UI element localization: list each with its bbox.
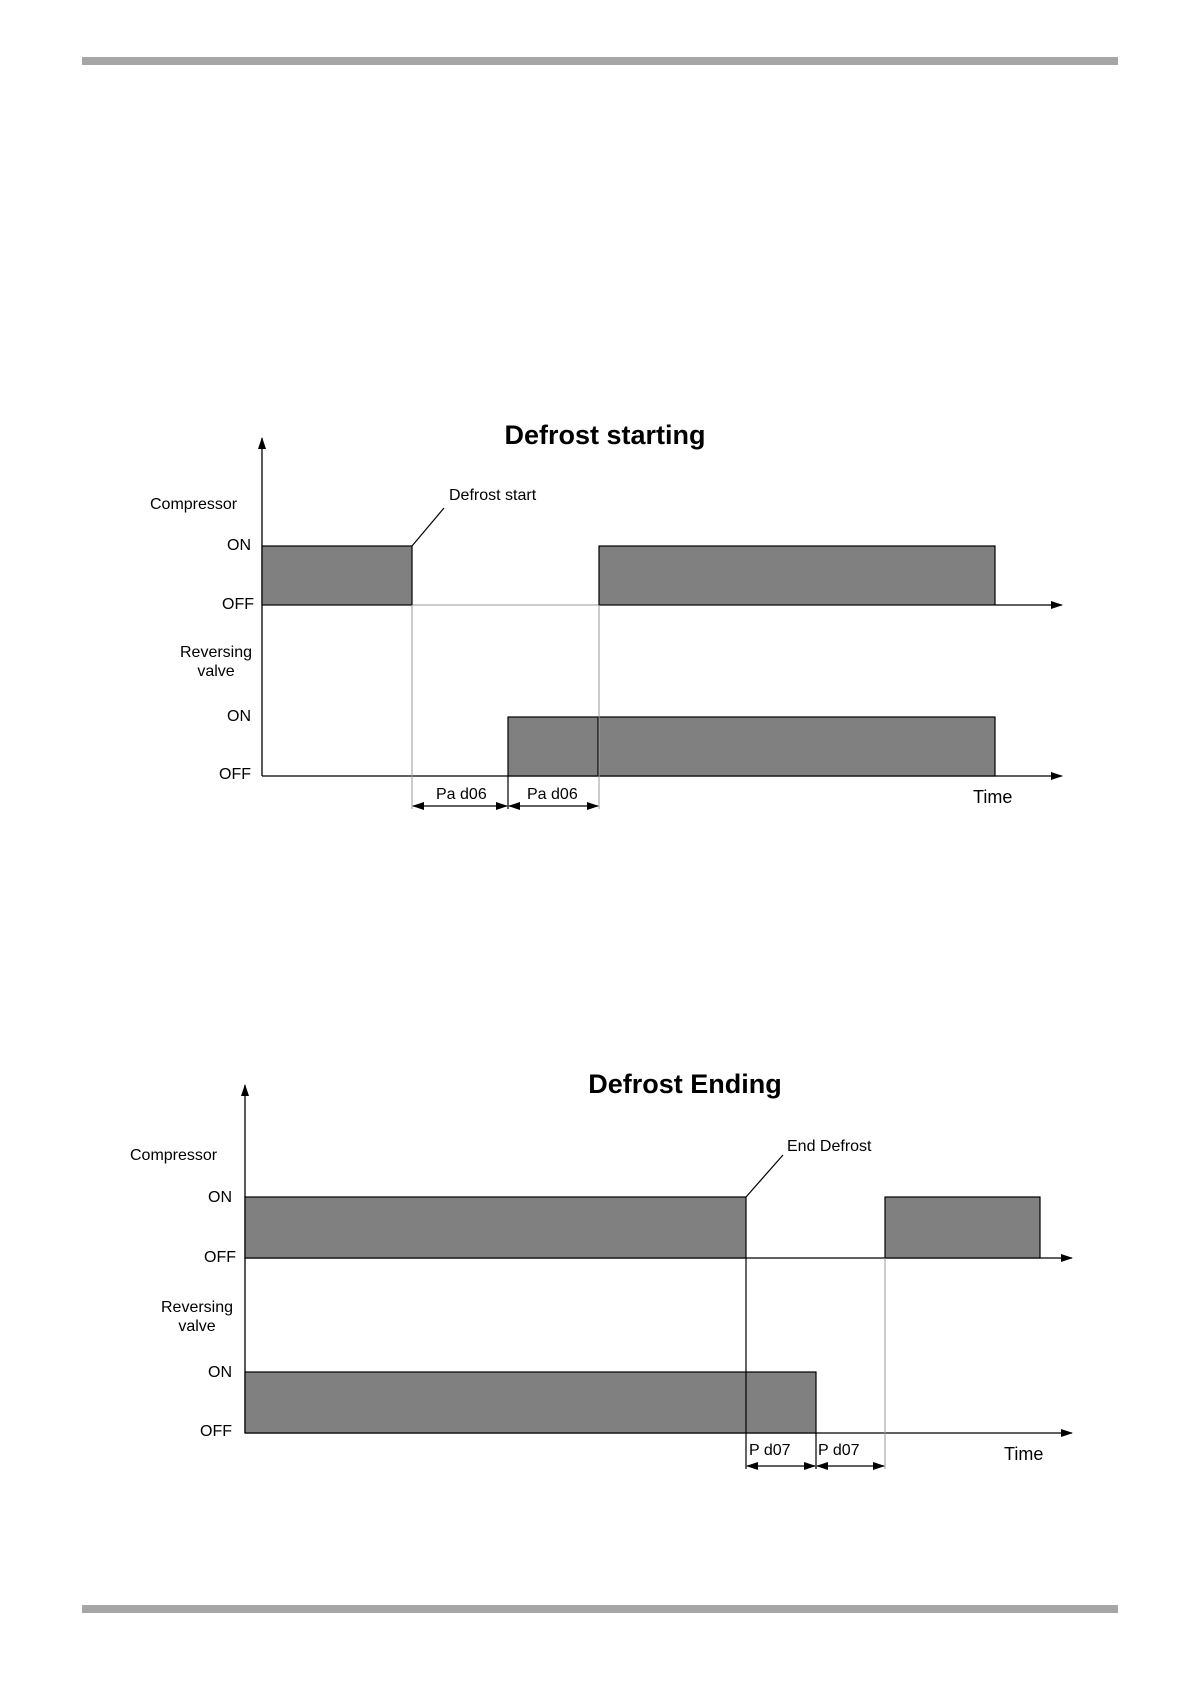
compressor-on-pulse [598,545,996,606]
valve-label: valve [197,663,234,680]
off-label: OFF [219,766,251,783]
event-callout-leader [745,1154,784,1198]
on-label: ON [208,1364,232,1381]
compressor-on-pulse [261,545,413,606]
valve-label: Reversing [161,1299,233,1316]
interval-label: Pa d06 [436,786,487,803]
time-axis-label: Time [973,787,1012,807]
time-axis-label: Time [1004,1444,1043,1464]
event-callout-label: Defrost start [449,487,537,504]
valve-on-pulse [507,716,996,777]
valve-label: valve [178,1318,215,1335]
off-label: OFF [204,1249,236,1266]
off-label: OFF [222,596,254,613]
top-rule [82,57,1118,65]
interval-label: Pa d06 [527,786,578,803]
on-label: ON [227,537,251,554]
diagram-title: Defrost starting [504,420,705,450]
compressor-on-pulse [884,1196,1041,1259]
compressor-label: Compressor [150,496,238,513]
event-callout-leader [411,507,445,547]
bottom-rule [82,1605,1118,1613]
defrost-starting-diagram: Defrost starting Compressor ON OFF Rever… [150,420,1063,810]
diagram-title: Defrost Ending [588,1069,782,1099]
compressor-label: Compressor [130,1147,218,1164]
on-label: ON [208,1189,232,1206]
on-label: ON [227,708,251,725]
event-callout-label: End Defrost [787,1138,872,1155]
compressor-on-pulse [244,1196,747,1259]
interval-label: P d07 [818,1442,860,1459]
off-label: OFF [200,1423,232,1440]
valve-on-pulse [244,1371,817,1434]
valve-label: Reversing [180,644,252,661]
interval-label: P d07 [749,1442,791,1459]
defrost-ending-diagram: Defrost Ending Compressor ON OFF Reversi… [130,1069,1073,1470]
